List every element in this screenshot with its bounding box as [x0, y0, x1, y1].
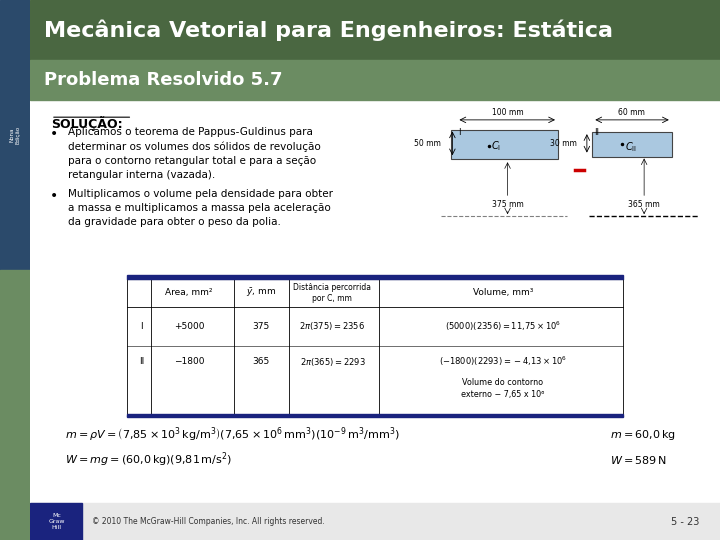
Text: Mc
Graw
Hill: Mc Graw Hill: [48, 514, 65, 530]
Text: $(-1800)(2293) = -4{,}13 \times 10^6$: $(-1800)(2293) = -4{,}13 \times 10^6$: [438, 355, 567, 368]
Text: Problema Resolvido 5.7: Problema Resolvido 5.7: [44, 71, 282, 90]
Text: Distância percorrida
por C, mm: Distância percorrida por C, mm: [293, 283, 372, 303]
Bar: [30, 0, 720, 60]
Text: Nona
Edição: Nona Edição: [9, 126, 21, 144]
Text: $(5000)(2356) = 11{,}75 \times 10^6$: $(5000)(2356) = 11{,}75 \times 10^6$: [444, 320, 561, 333]
Text: −1800: −1800: [174, 357, 204, 366]
Text: SOLUÇÃO:: SOLUÇÃO:: [51, 116, 122, 131]
Bar: [593, 132, 672, 157]
Text: I: I: [458, 128, 461, 137]
Text: Mecânica Vetorial para Engenheiros: Estática: Mecânica Vetorial para Engenheiros: Está…: [44, 19, 613, 41]
Text: $W = mg = \left(60{,}0\,\mathrm{kg}\right)\left(9{,}81\,\mathrm{m/s^2}\right)$: $W = mg = \left(60{,}0\,\mathrm{kg}\righ…: [65, 451, 232, 469]
Bar: [30, 60, 720, 100]
Text: $W = 589\,\mathrm{N}$: $W = 589\,\mathrm{N}$: [610, 454, 667, 466]
Text: •: •: [50, 127, 58, 141]
Text: 100 mm: 100 mm: [492, 108, 523, 117]
Text: $2\pi(375) = 2356$: $2\pi(375) = 2356$: [300, 320, 365, 332]
Text: Aplicamos o teorema de Pappus-Guldinus para
determinar os volumes dos sólidos de: Aplicamos o teorema de Pappus-Guldinus p…: [68, 127, 321, 180]
Text: 5 - 23: 5 - 23: [671, 517, 699, 526]
Text: $\bar{y}$, mm: $\bar{y}$, mm: [246, 287, 276, 299]
Text: $C_{\mathrm{I}}$: $C_{\mathrm{I}}$: [491, 139, 501, 153]
Bar: [451, 130, 558, 159]
Bar: [127, 275, 624, 279]
Bar: [0, 270, 30, 540]
Text: Area, mm²: Area, mm²: [165, 288, 212, 298]
Text: II: II: [594, 129, 599, 137]
Text: © 2010 The McGraw-Hill Companies, Inc. All rights reserved.: © 2010 The McGraw-Hill Companies, Inc. A…: [92, 517, 325, 526]
Bar: [30, 100, 720, 502]
Text: •: •: [50, 189, 58, 203]
Bar: [30, 503, 82, 540]
Text: 30 mm: 30 mm: [550, 139, 577, 148]
Text: $C_{\mathrm{II}}$: $C_{\mathrm{II}}$: [625, 140, 637, 154]
Text: 375 mm: 375 mm: [492, 200, 523, 208]
Text: $m = 60{,}0\,\mathrm{kg}$: $m = 60{,}0\,\mathrm{kg}$: [610, 428, 675, 442]
Bar: [0, 0, 30, 270]
Text: $2\pi(365) = 2293$: $2\pi(365) = 2293$: [300, 356, 365, 368]
Text: 365: 365: [253, 357, 270, 366]
Bar: [127, 414, 624, 417]
Text: Multiplicamos o volume pela densidade para obter
a massa e multiplicamos a massa: Multiplicamos o volume pela densidade pa…: [68, 189, 333, 227]
Text: 50 mm: 50 mm: [414, 139, 441, 147]
Bar: [30, 503, 720, 540]
Text: 375: 375: [253, 322, 270, 330]
Text: 60 mm: 60 mm: [618, 108, 645, 117]
Text: Volume, mm³: Volume, mm³: [472, 288, 533, 298]
Text: +5000: +5000: [174, 322, 204, 330]
Text: 365 mm: 365 mm: [629, 200, 660, 208]
Text: $m = \rho V = \left(7{,}85\times10^3\,\mathrm{kg/m^3}\right)\left(7{,}65\times10: $m = \rho V = \left(7{,}85\times10^3\,\m…: [65, 426, 400, 444]
Text: II: II: [139, 357, 144, 366]
Text: Volume do contorno
externo − 7,65 x 10⁶: Volume do contorno externo − 7,65 x 10⁶: [461, 379, 544, 399]
Text: I: I: [140, 322, 143, 330]
